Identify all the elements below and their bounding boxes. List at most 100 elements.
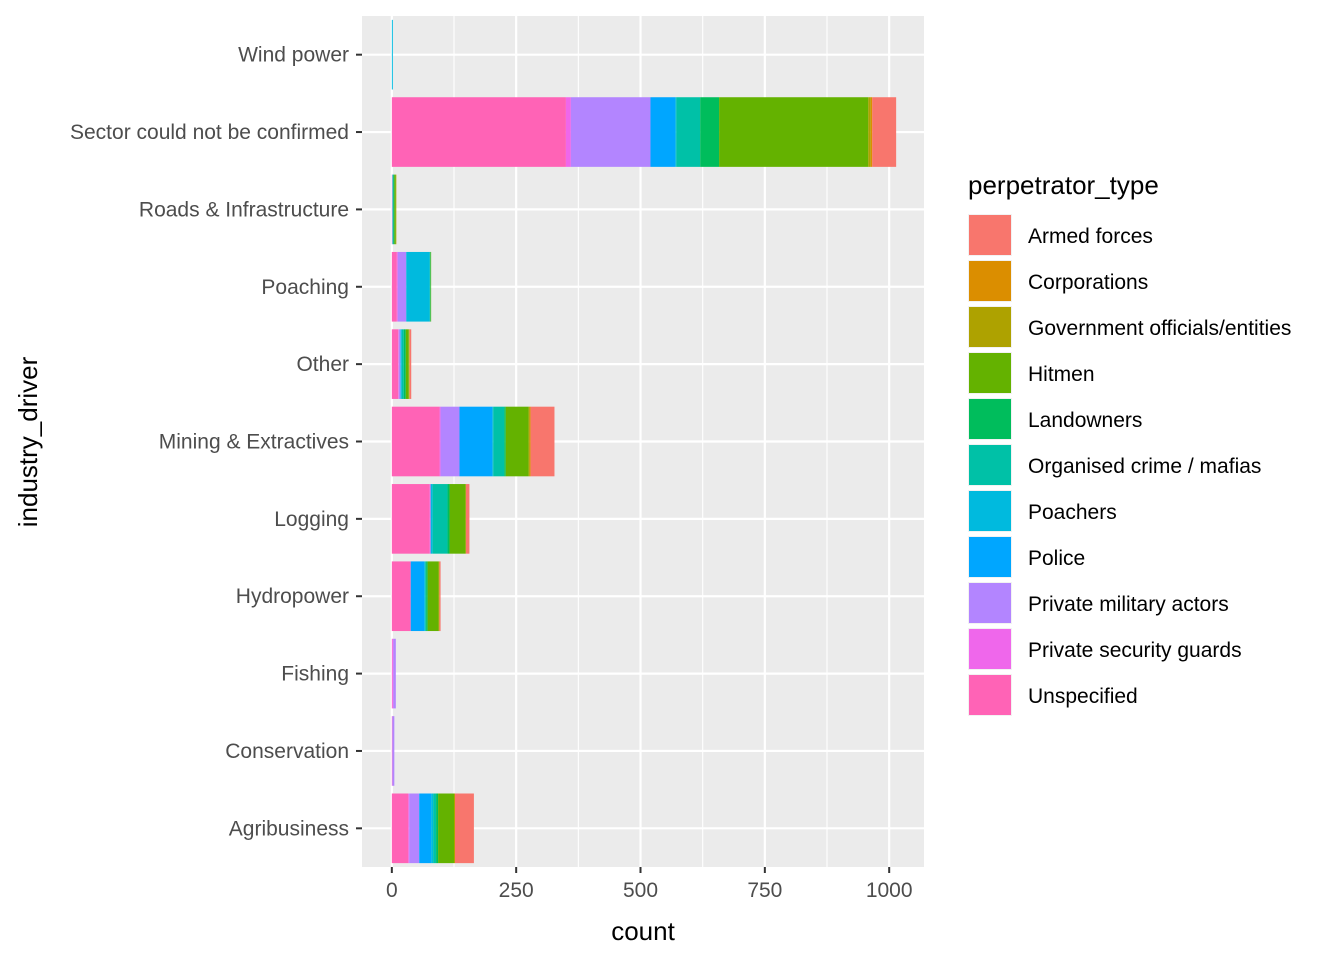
y-tick-label: Other: [296, 353, 349, 376]
bar-mining-extractives-organised-crime-mafias: [493, 406, 505, 477]
y-tick-label: Conservation: [225, 740, 349, 763]
y-tick-label: Agribusiness: [229, 817, 349, 840]
bar-other-government-officials-entities: [408, 329, 410, 399]
bar-hydropower-corporations: [439, 561, 440, 632]
bar-roads-infrastructure-unspecified: [391, 174, 393, 245]
bar-sector-could-not-be-confirmed-private-security-guards: [565, 97, 571, 167]
legend-label-police: Police: [1028, 547, 1085, 570]
bar-agribusiness-private-military-actors: [409, 793, 420, 864]
bar-mining-extractives-hitmen: [505, 406, 529, 477]
y-tick-label: Roads & Infrastructure: [139, 198, 349, 221]
bar-mining-extractives-government-officials-entities: [528, 406, 530, 477]
bar-logging-private-security-guards: [429, 484, 431, 554]
bar-hydropower-hitmen: [427, 561, 439, 632]
bar-wind-power-poachers: [391, 19, 393, 90]
bar-logging-unspecified: [391, 484, 430, 554]
y-axis: Agribusiness Conservation Fishing Hydropowe…: [70, 44, 362, 840]
x-tick-label: 1000: [866, 879, 913, 902]
bar-agribusiness-landowners: [436, 793, 439, 864]
legend-swatch-poachers: [969, 491, 1011, 531]
legend-label-government-officials-entities: Government officials/entities: [1028, 317, 1291, 340]
legend-title: perpetrator_type: [968, 170, 1159, 200]
bar-logging-armed-forces: [465, 484, 470, 554]
bar-poaching-organised-crime-mafias: [429, 251, 431, 322]
legend-swatch-corporations: [969, 261, 1011, 301]
bar-fishing-private-military-actors: [393, 638, 396, 709]
bar-roads-infrastructure-hitmen: [394, 174, 396, 245]
y-tick-label: Poaching: [261, 276, 349, 299]
bar-other-organised-crime-mafias: [401, 329, 404, 399]
legend-label-private-military-actors: Private military actors: [1028, 593, 1229, 616]
bar-agribusiness-police: [419, 793, 432, 864]
bar-agribusiness-government-officials-entities: [454, 793, 456, 864]
legend-swatch-unspecified: [969, 675, 1011, 715]
legend-swatch-hitmen: [969, 353, 1011, 393]
bar-poaching-hitmen: [430, 251, 432, 322]
legend-label-organised-crime-mafias: Organised crime / mafias: [1028, 455, 1261, 478]
bar-hydropower-organised-crime-mafias: [425, 561, 427, 632]
bar-sector-could-not-be-confirmed-corporations: [870, 97, 873, 167]
bar-poaching-private-security-guards: [396, 251, 398, 322]
bar-sector-could-not-be-confirmed-private-military-actors: [570, 97, 651, 167]
y-tick-label: Wind power: [238, 44, 349, 67]
bar-agribusiness-unspecified: [391, 793, 409, 864]
bar-sector-could-not-be-confirmed-government-officials-entities: [868, 97, 871, 167]
y-axis-title: industry_driver: [13, 356, 43, 527]
bar-poaching-poachers: [406, 251, 430, 322]
bar-sector-could-not-be-confirmed-armed-forces: [872, 97, 897, 167]
legend-swatch-government-officials-entities: [969, 307, 1011, 347]
bar-poaching-unspecified: [391, 251, 397, 322]
bar-other-hitmen: [405, 329, 409, 399]
bar-other-police: [400, 329, 401, 399]
bar-other-landowners: [403, 329, 406, 399]
bar-hydropower-landowners: [426, 561, 428, 632]
legend-swatch-private-security-guards: [969, 629, 1011, 669]
bar-other-private-security-guards: [398, 329, 399, 399]
bar-roads-infrastructure-poachers: [392, 174, 393, 245]
bar-agribusiness-private-security-guards: [408, 793, 410, 864]
x-tick-label: 750: [747, 879, 782, 902]
x-tick-label: 250: [499, 879, 534, 902]
bar-sector-could-not-be-confirmed-police: [650, 97, 676, 167]
bar-agribusiness-organised-crime-mafias: [433, 793, 437, 864]
bar-mining-extractives-police: [459, 406, 493, 477]
bar-mining-extractives-private-military-actors: [440, 406, 460, 477]
bar-hydropower-government-officials-entities: [438, 561, 440, 632]
legend-swatch-police: [969, 537, 1011, 577]
legend-label-corporations: Corporations: [1028, 271, 1148, 294]
bar-other-poachers: [400, 329, 402, 399]
bar-agribusiness-poachers: [431, 793, 434, 864]
bar-roads-infrastructure-organised-crime-mafias: [392, 174, 394, 245]
bar-other-private-military-actors: [398, 329, 401, 399]
bar-mining-extractives-corporations: [529, 406, 531, 477]
bar-logging-landowners: [447, 484, 450, 554]
bar-sector-could-not-be-confirmed-hitmen: [719, 97, 869, 167]
bar-fishing-private-security-guards: [392, 638, 394, 709]
bar-agribusiness-hitmen: [438, 793, 455, 864]
bar-logging-government-officials-entities: [465, 484, 466, 554]
bar-logging-poachers: [430, 484, 433, 554]
bars: [391, 19, 897, 864]
bar-conservation-private-military-actors: [392, 716, 395, 786]
bar-poaching-private-military-actors: [397, 251, 407, 322]
bar-sector-could-not-be-confirmed-unspecified: [391, 97, 566, 167]
y-tick-label: Fishing: [281, 663, 349, 686]
bar-hydropower-unspecified: [391, 561, 411, 632]
x-axis: 0 250 500 750 1000: [386, 867, 913, 902]
legend-swatch-organised-crime-mafias: [969, 445, 1011, 485]
bar-other-armed-forces: [409, 329, 412, 399]
bar-roads-infrastructure-government-officials-entities: [395, 174, 397, 245]
bar-logging-organised-crime-mafias: [432, 484, 448, 554]
bar-mining-extractives-private-security-guards: [439, 406, 441, 477]
legend-swatch-armed-forces: [969, 215, 1011, 255]
legend-label-hitmen: Hitmen: [1028, 363, 1095, 386]
bar-logging-hitmen: [449, 484, 466, 554]
bar-hydropower-armed-forces: [439, 561, 441, 632]
bar-agribusiness-armed-forces: [455, 793, 474, 864]
legend-label-armed-forces: Armed forces: [1028, 225, 1153, 248]
legend: perpetrator_type Armed forces Corporation…: [968, 170, 1291, 716]
legend-label-unspecified: Unspecified: [1028, 685, 1138, 708]
bar-sector-could-not-be-confirmed-poachers: [675, 97, 677, 167]
bar-roads-infrastructure-landowners: [393, 174, 395, 245]
